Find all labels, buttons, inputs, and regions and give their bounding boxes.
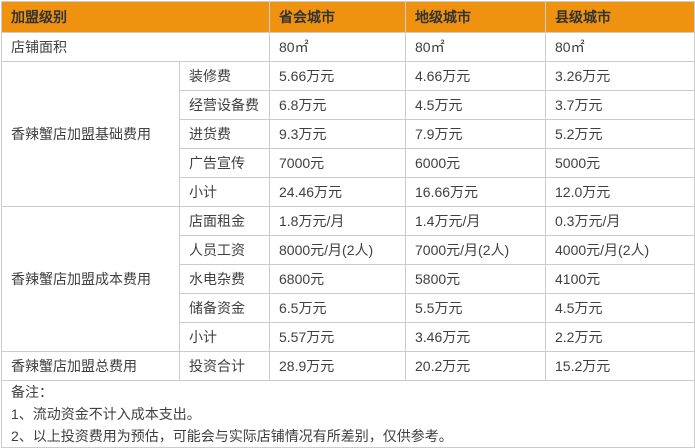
value-cell: 4.5万元 — [405, 90, 546, 120]
table-row: 小计 5.57万元 3.46万元 2.2万元 — [2, 322, 695, 352]
item-cell: 经营设备费 — [179, 90, 270, 120]
notes-title: 备注： — [11, 384, 53, 400]
table-row: 广告宣传 7000元 6000元 5000元 — [2, 148, 695, 178]
value-cell: 5800元 — [405, 264, 546, 294]
value-cell: 6800元 — [269, 264, 406, 294]
header-cell-county-city: 县级城市 — [545, 1, 695, 33]
value-cell: 4.66万元 — [405, 61, 546, 91]
table-row: 香辣蟹店加盟基础费用 装修费 5.66万元 4.66万元 3.26万元 — [1, 61, 695, 207]
table-row-total: 香辣蟹店加盟总费用 投资合计 28.9万元 20.2万元 15.2万元 — [1, 351, 695, 381]
value-cell: 5.57万元 — [269, 322, 406, 352]
table-row: 香辣蟹店加盟成本费用 店面租金 1.8万元/月 1.4万元/月 0.3万元/月 — [1, 206, 695, 352]
value-cell: 80㎡ — [269, 32, 406, 62]
group-label-cost-fees: 香辣蟹店加盟成本费用 — [1, 206, 180, 352]
value-cell: 2.2万元 — [545, 322, 695, 352]
note-item-2: 2、以上投资费用为预估，可能会与实际店铺情况有所差别，仅供参考。 — [11, 428, 453, 444]
item-cell: 小计 — [179, 177, 270, 207]
table-row: 进货费 9.3万元 7.9万元 5.2万元 — [2, 119, 695, 149]
value-cell: 3.7万元 — [545, 90, 695, 120]
value-cell: 20.2万元 — [405, 351, 546, 381]
value-cell: 0.3万元/月 — [545, 206, 695, 236]
store-area-row: 店铺面积 80㎡ 80㎡ 80㎡ — [1, 32, 695, 62]
notes-row: 备注： 1、流动资金不计入成本支出。 2、以上投资费用为预估，可能会与实际店铺情… — [1, 380, 695, 448]
value-cell: 6.5万元 — [269, 293, 406, 323]
value-cell: 80㎡ — [545, 32, 695, 62]
value-cell: 3.46万元 — [405, 322, 546, 352]
value-cell: 4000元/月(2人) — [545, 235, 695, 265]
item-cell: 人员工资 — [179, 235, 270, 265]
header-cell-province-city: 省会城市 — [269, 1, 406, 33]
value-cell: 6.8万元 — [269, 90, 406, 120]
value-cell: 6000元 — [405, 148, 546, 178]
header-cell-level: 加盟级别 — [1, 1, 270, 33]
table-row: 储备资金 6.5万元 5.5万元 4.5万元 — [2, 293, 695, 323]
value-cell: 9.3万元 — [269, 119, 406, 149]
item-cell: 装修费 — [179, 61, 270, 91]
item-cell: 进货费 — [179, 119, 270, 149]
table-row: 人员工资 8000元/月(2人) 7000元/月(2人) 4000元/月(2人) — [2, 235, 695, 265]
value-cell: 1.4万元/月 — [405, 206, 546, 236]
value-cell: 3.26万元 — [545, 61, 695, 91]
group-label-basic-fees: 香辣蟹店加盟基础费用 — [1, 61, 180, 207]
value-cell: 15.2万元 — [545, 351, 695, 381]
value-cell: 5.66万元 — [269, 61, 406, 91]
value-cell: 1.8万元/月 — [269, 206, 406, 236]
item-cell: 店面租金 — [179, 206, 270, 236]
header-cell-prefecture-city: 地级城市 — [405, 1, 546, 33]
table-row: 经营设备费 6.8万元 4.5万元 3.7万元 — [2, 90, 695, 120]
value-cell: 7.9万元 — [405, 119, 546, 149]
item-cell: 水电杂费 — [179, 264, 270, 294]
value-cell: 7000元/月(2人) — [405, 235, 546, 265]
table-row: 小计 24.46万元 16.66万元 12.0万元 — [2, 177, 695, 207]
item-cell: 广告宣传 — [179, 148, 270, 178]
value-cell: 16.66万元 — [405, 177, 546, 207]
group-label-total-fees: 香辣蟹店加盟总费用 — [1, 351, 180, 381]
item-cell: 投资合计 — [179, 351, 270, 381]
value-cell: 5.5万元 — [405, 293, 546, 323]
value-cell: 8000元/月(2人) — [269, 235, 406, 265]
item-cell: 小计 — [179, 322, 270, 352]
table-header-row: 加盟级别 省会城市 地级城市 县级城市 — [1, 1, 695, 33]
value-cell: 4.5万元 — [545, 293, 695, 323]
store-area-label: 店铺面积 — [1, 32, 270, 62]
value-cell: 5.2万元 — [545, 119, 695, 149]
note-item-1: 1、流动资金不计入成本支出。 — [11, 406, 201, 422]
item-cell: 储备资金 — [179, 293, 270, 323]
value-cell: 12.0万元 — [545, 177, 695, 207]
value-cell: 24.46万元 — [269, 177, 406, 207]
notes-cell: 备注： 1、流动资金不计入成本支出。 2、以上投资费用为预估，可能会与实际店铺情… — [1, 380, 695, 448]
value-cell: 5000元 — [545, 148, 695, 178]
value-cell: 7000元 — [269, 148, 406, 178]
table-row: 水电杂费 6800元 5800元 4100元 — [2, 264, 695, 294]
value-cell: 28.9万元 — [269, 351, 406, 381]
value-cell: 80㎡ — [405, 32, 546, 62]
value-cell: 4100元 — [545, 264, 695, 294]
